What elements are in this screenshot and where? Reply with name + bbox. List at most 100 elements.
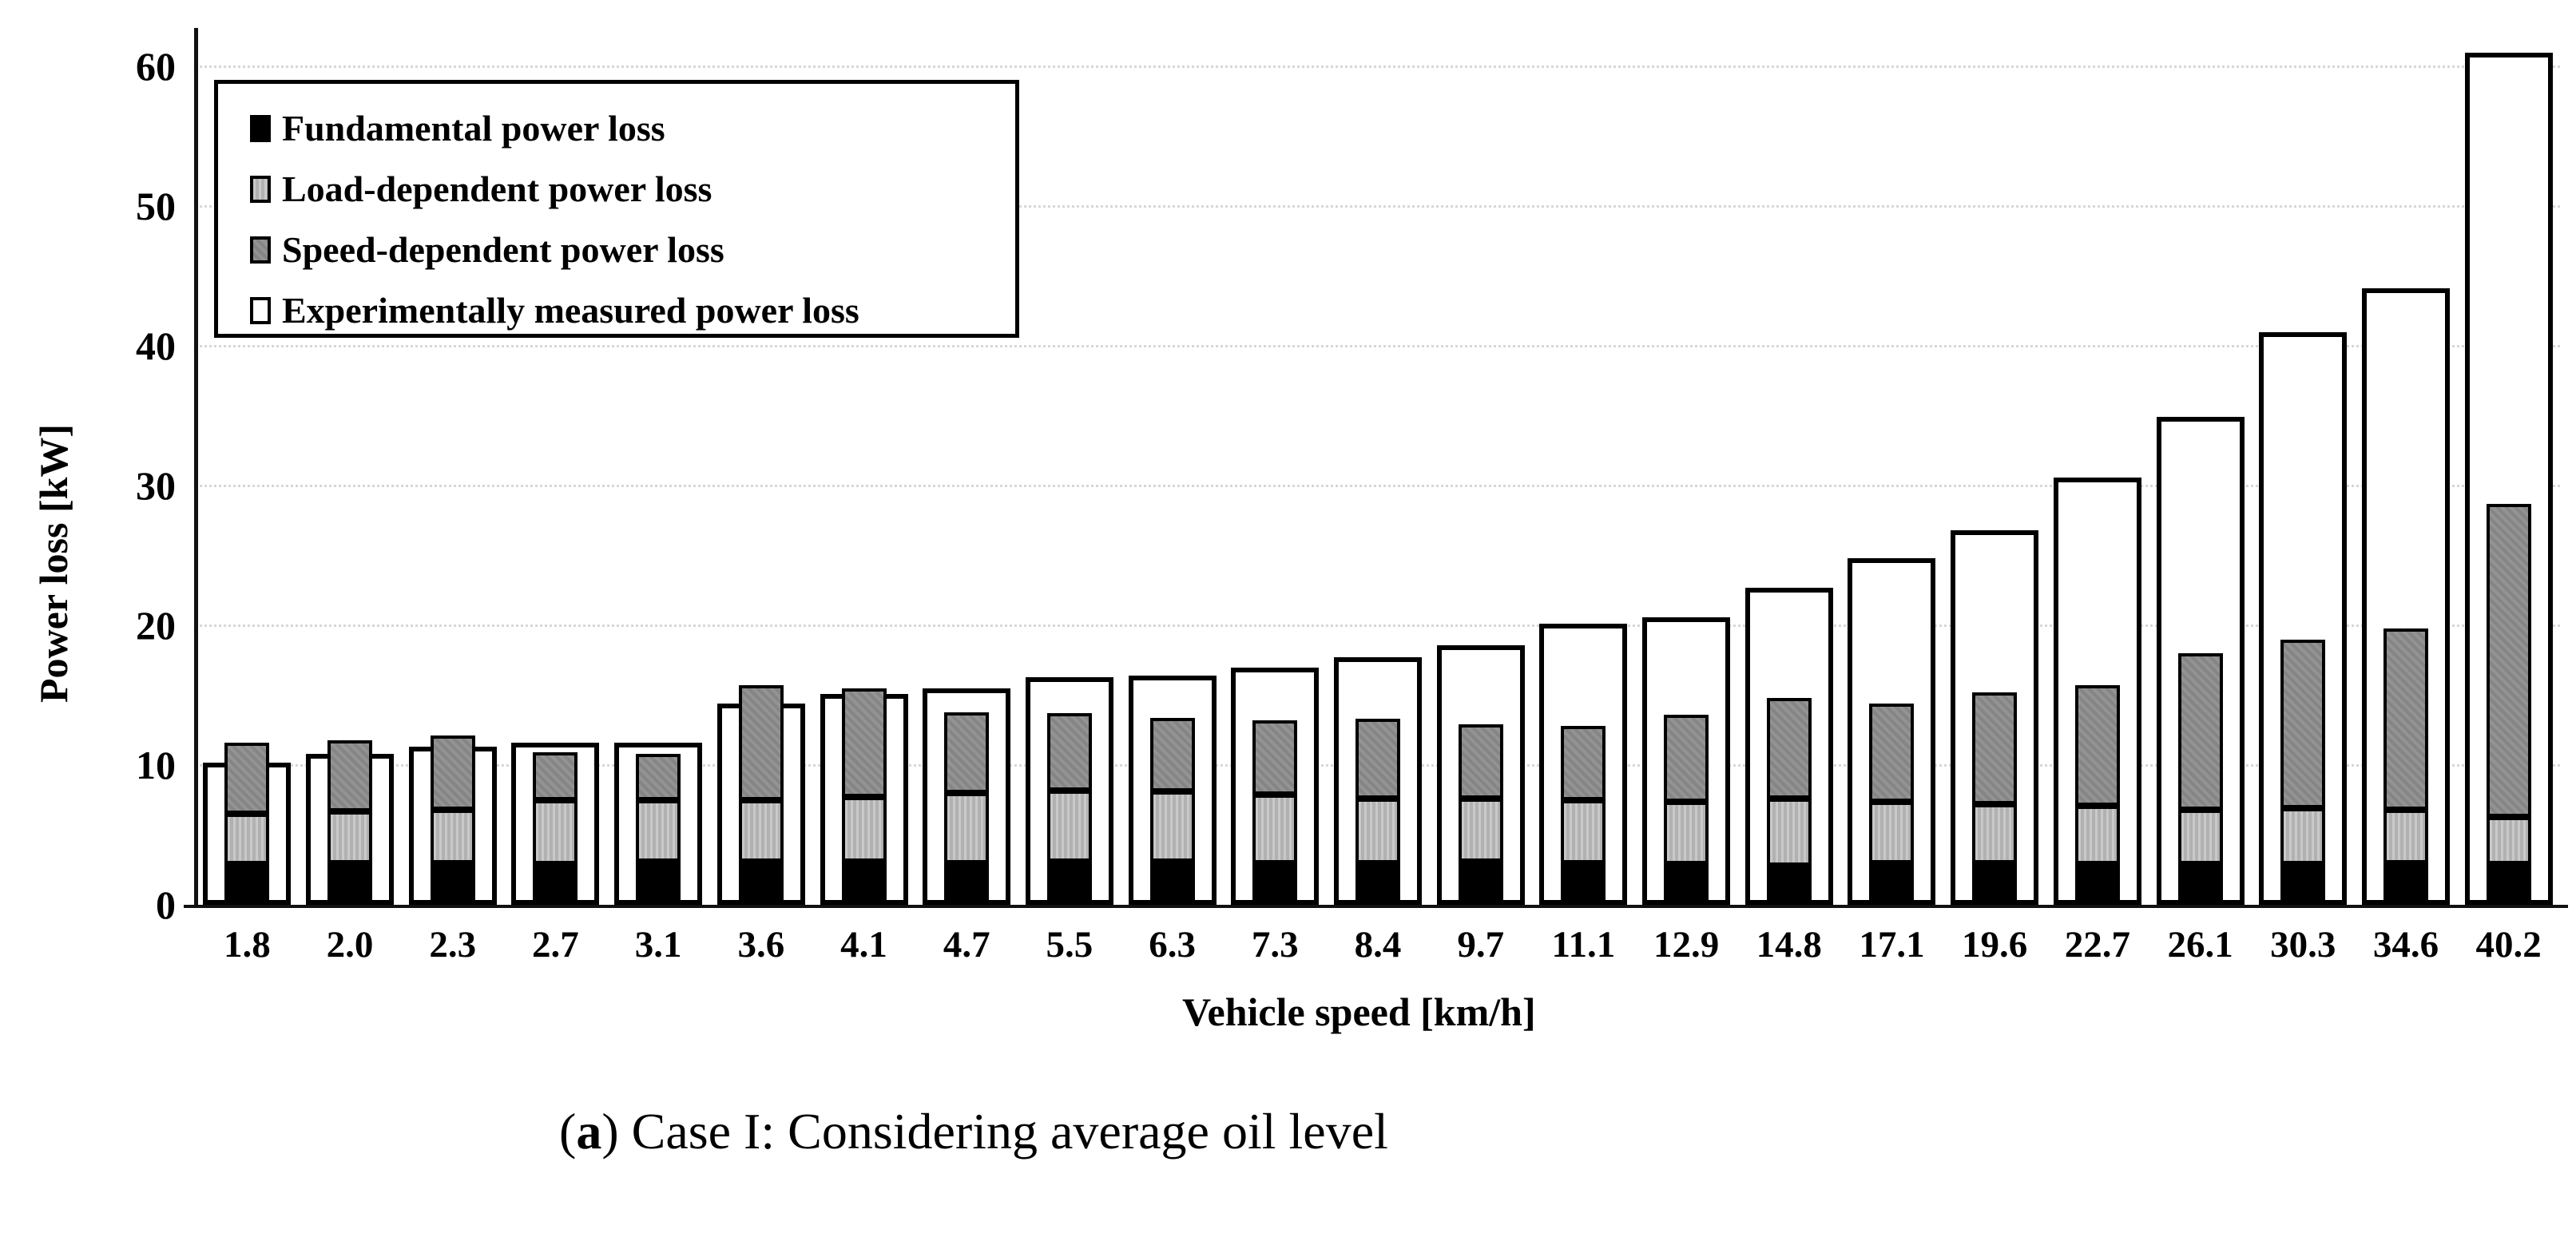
bar-speed-dependent-3.6[interactable] <box>738 685 784 800</box>
bar-load-dependent-12.9[interactable] <box>1664 801 1709 865</box>
bar-fundamental-17.1[interactable] <box>1869 862 1915 905</box>
x-tick-label: 34.6 <box>2372 924 2439 965</box>
bar-load-dependent-6.3[interactable] <box>1149 791 1195 862</box>
gridline-50 <box>196 205 2560 208</box>
figure-caption: (a) Case I: Considering average oil leve… <box>559 1106 1388 1157</box>
y-tick-label: 10 <box>136 743 176 787</box>
bar-load-dependent-7.3[interactable] <box>1252 794 1298 863</box>
bar-load-dependent-4.1[interactable] <box>841 797 887 862</box>
bar-fundamental-8.4[interactable] <box>1355 862 1400 905</box>
x-tick-label: 3.1 <box>634 924 682 965</box>
y-tick-label: 40 <box>136 323 176 368</box>
bar-load-dependent-2.3[interactable] <box>430 810 475 863</box>
bar-speed-dependent-26.1[interactable] <box>2177 653 2223 810</box>
bar-experimental-19.6[interactable] <box>1951 530 2039 905</box>
x-tick-label: 19.6 <box>1962 924 2028 965</box>
bar-fundamental-14.8[interactable] <box>1766 866 1812 905</box>
bar-speed-dependent-34.6[interactable] <box>2383 628 2428 810</box>
bar-fundamental-11.1[interactable] <box>1561 862 1606 905</box>
bar-fundamental-6.3[interactable] <box>1149 861 1195 905</box>
bar-speed-dependent-2.0[interactable] <box>327 739 373 811</box>
bar-fundamental-12.9[interactable] <box>1664 864 1709 905</box>
legend-swatch-icon <box>250 176 271 203</box>
bar-speed-dependent-22.7[interactable] <box>2074 685 2120 806</box>
x-axis-line <box>184 905 2568 908</box>
bar-speed-dependent-19.6[interactable] <box>1972 692 2018 804</box>
bar-load-dependent-26.1[interactable] <box>2177 810 2223 865</box>
gridline-60 <box>196 65 2560 68</box>
bar-load-dependent-22.7[interactable] <box>2074 805 2120 865</box>
bar-load-dependent-11.1[interactable] <box>1561 799 1606 863</box>
bar-speed-dependent-2.3[interactable] <box>430 735 475 810</box>
x-tick-label: 6.3 <box>1149 924 1196 965</box>
bar-speed-dependent-3.1[interactable] <box>636 754 681 800</box>
x-tick-label: 5.5 <box>1046 924 1094 965</box>
bar-fundamental-9.7[interactable] <box>1458 861 1503 905</box>
y-tick-label: 60 <box>136 44 176 89</box>
bar-fundamental-30.3[interactable] <box>2280 864 2326 905</box>
bar-fundamental-34.6[interactable] <box>2383 862 2428 905</box>
bar-speed-dependent-30.3[interactable] <box>2280 639 2326 809</box>
bar-fundamental-2.7[interactable] <box>533 864 578 905</box>
bar-load-dependent-8.4[interactable] <box>1355 799 1400 863</box>
bar-fundamental-4.1[interactable] <box>841 861 887 905</box>
bar-speed-dependent-2.7[interactable] <box>533 752 578 800</box>
x-tick-label: 1.8 <box>223 924 271 965</box>
bar-load-dependent-19.6[interactable] <box>1972 804 2018 863</box>
bar-load-dependent-34.6[interactable] <box>2383 810 2428 863</box>
bar-speed-dependent-5.5[interactable] <box>1046 713 1092 791</box>
bar-fundamental-3.6[interactable] <box>738 861 784 905</box>
bar-speed-dependent-11.1[interactable] <box>1561 726 1606 800</box>
y-tick-label: 50 <box>136 184 176 228</box>
bar-fundamental-3.1[interactable] <box>636 861 681 905</box>
legend-label: Fundamental power loss <box>282 108 665 149</box>
bar-load-dependent-1.8[interactable] <box>224 814 270 865</box>
bar-speed-dependent-4.1[interactable] <box>841 688 887 798</box>
bar-load-dependent-2.0[interactable] <box>327 811 373 863</box>
bar-fundamental-2.3[interactable] <box>430 862 475 905</box>
bar-speed-dependent-4.7[interactable] <box>944 712 990 793</box>
bar-load-dependent-40.2[interactable] <box>2486 816 2531 865</box>
bar-speed-dependent-7.3[interactable] <box>1252 720 1298 795</box>
bar-speed-dependent-14.8[interactable] <box>1766 698 1812 799</box>
bar-load-dependent-4.7[interactable] <box>944 793 990 863</box>
bar-fundamental-5.5[interactable] <box>1046 861 1092 905</box>
bar-speed-dependent-8.4[interactable] <box>1355 719 1400 799</box>
bar-load-dependent-30.3[interactable] <box>2280 808 2326 865</box>
bar-speed-dependent-17.1[interactable] <box>1869 704 1915 802</box>
x-tick-label: 2.7 <box>532 924 579 965</box>
x-tick-label: 26.1 <box>2167 924 2233 965</box>
bar-speed-dependent-40.2[interactable] <box>2486 503 2531 817</box>
chart-legend: Fundamental power loss Load-dependent pow… <box>214 80 1019 338</box>
bar-fundamental-7.3[interactable] <box>1252 862 1298 905</box>
bar-load-dependent-9.7[interactable] <box>1458 799 1503 862</box>
bar-load-dependent-2.7[interactable] <box>533 799 578 865</box>
bar-load-dependent-5.5[interactable] <box>1046 790 1092 862</box>
bar-speed-dependent-6.3[interactable] <box>1149 717 1195 792</box>
y-tick-label: 30 <box>136 463 176 508</box>
caption-paren-close: ) <box>601 1103 632 1160</box>
gridline-30 <box>196 485 2560 487</box>
legend-swatch-icon <box>250 115 271 142</box>
bar-load-dependent-3.1[interactable] <box>636 799 681 862</box>
bar-load-dependent-14.8[interactable] <box>1766 799 1812 866</box>
bar-load-dependent-17.1[interactable] <box>1869 801 1915 863</box>
bar-fundamental-2.0[interactable] <box>327 862 373 905</box>
legend-item-0: Fundamental power loss <box>250 106 665 151</box>
bar-fundamental-26.1[interactable] <box>2177 864 2223 905</box>
y-axis-line <box>194 28 198 905</box>
bar-fundamental-19.6[interactable] <box>1972 862 2018 905</box>
bar-fundamental-1.8[interactable] <box>224 864 270 905</box>
caption-text: Case I: Considering average oil level <box>631 1103 1388 1160</box>
bar-speed-dependent-9.7[interactable] <box>1458 724 1503 799</box>
legend-label: Speed-dependent power loss <box>282 229 724 270</box>
bar-load-dependent-3.6[interactable] <box>738 799 784 862</box>
bar-speed-dependent-12.9[interactable] <box>1664 715 1709 802</box>
bar-fundamental-4.7[interactable] <box>944 862 990 905</box>
x-tick-label: 2.0 <box>326 924 374 965</box>
bar-fundamental-40.2[interactable] <box>2486 864 2531 905</box>
bar-speed-dependent-1.8[interactable] <box>224 743 270 815</box>
bar-fundamental-22.7[interactable] <box>2074 864 2120 905</box>
